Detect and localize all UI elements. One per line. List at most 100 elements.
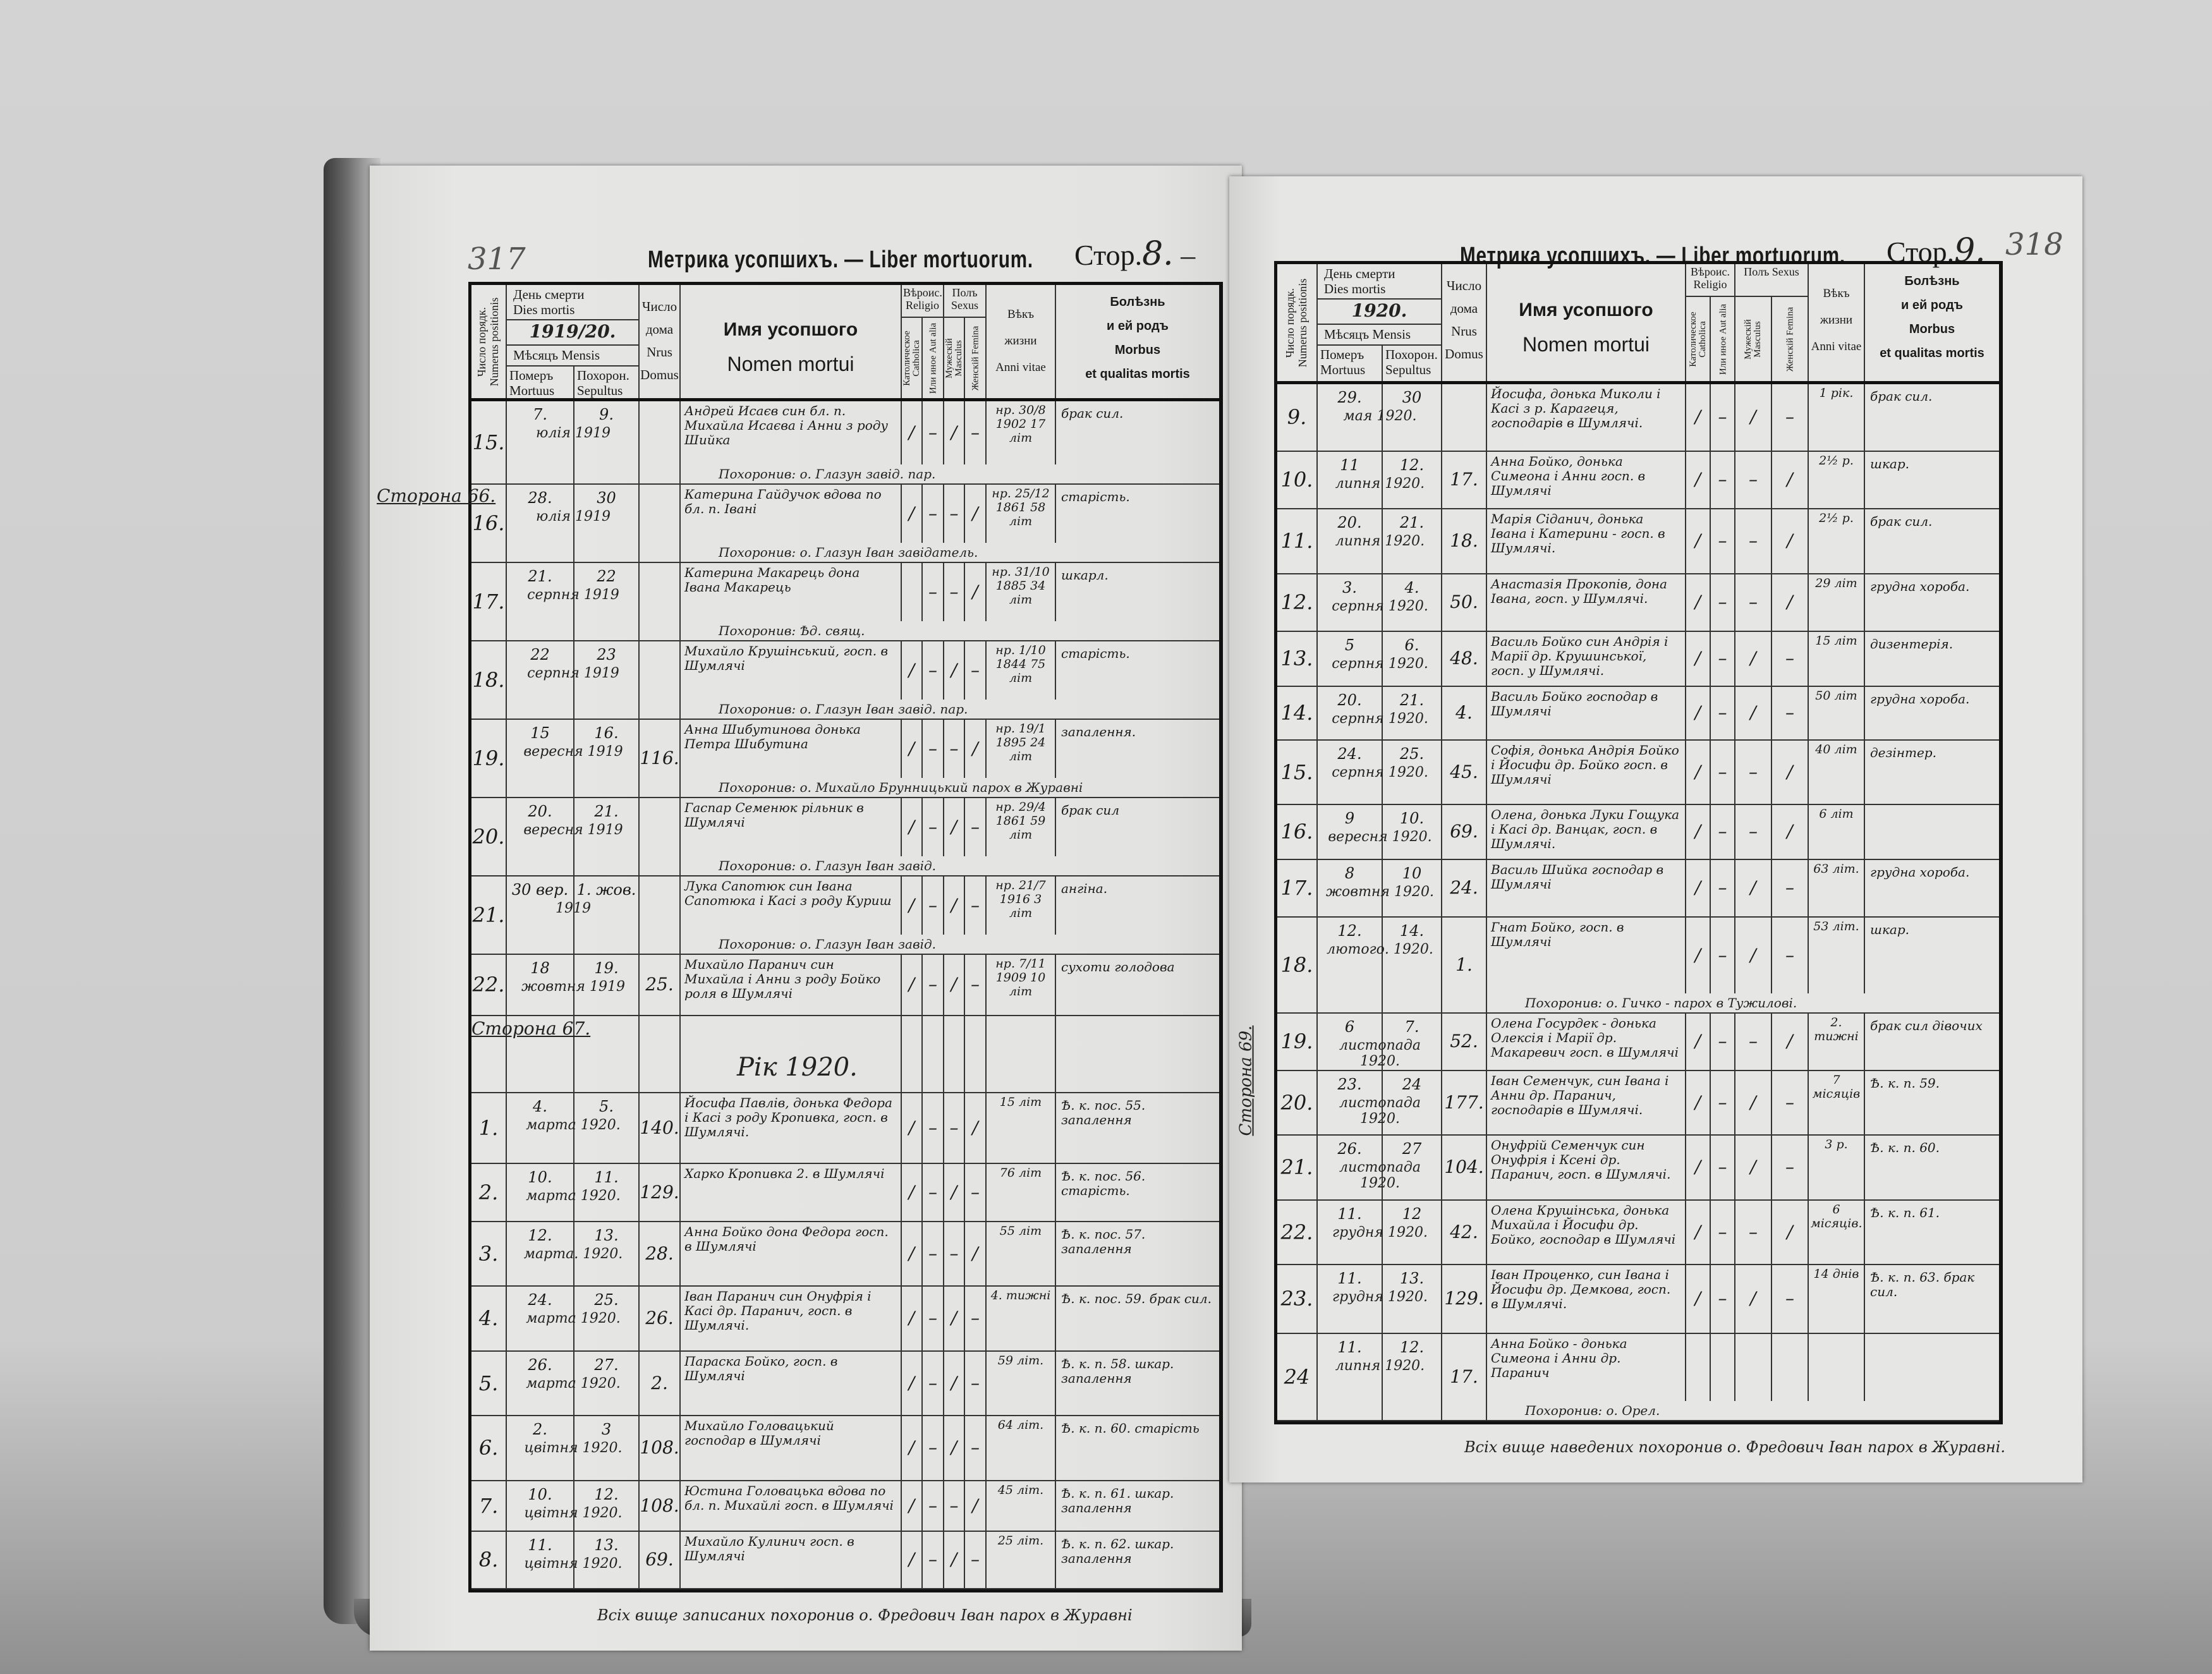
death-month-year: грудня 1920. [1332,1225,1428,1240]
burial-day: 23 [574,641,640,719]
cause-of-death: дезінтер. [1870,745,1936,760]
house-number: 1. [1442,918,1487,1012]
sex-male-mark: / [944,798,965,856]
burial-day: 1. жов. [574,876,640,954]
death-month-year: марта. 1920. [523,1246,623,1262]
burial-day: 24 [1383,1071,1442,1134]
burial-day: 27. [574,1352,640,1415]
burial-day: 3 [574,1416,640,1480]
entry-number: 15. [471,401,507,483]
deceased-name: Анна Бойко, донька Симеона і Анни госп. … [1487,452,1686,508]
header-religio: Вѣроис. Religio Католическое Catholica Или… [1686,264,1735,381]
age [987,1016,1056,1092]
header-age-line: жизни [1004,334,1037,348]
header-domus: Число дома Nrus Domus [640,285,681,398]
religion-catholic-mark: / [1686,741,1711,804]
deceased-name: Юстина Головацька вдова по бл. п. Михайл… [681,1481,902,1531]
header-masculus-label: Мужескій Masculus [1743,318,1763,360]
religion-other-mark: – [923,1287,944,1350]
sex-male-mark: – [1735,509,1772,573]
burial-day: 30 [574,485,640,562]
death-month-year: грудня 1920. [1332,1289,1428,1305]
death-day: 24. [507,1287,574,1350]
sex-female-mark: – [965,1416,987,1480]
age: 63 літ. [1809,860,1865,916]
header-morbus-line: et qualitas mortis [1880,346,1984,360]
header-alia-label: Или иное Aut alia [1718,303,1728,375]
house-number [640,1016,681,1092]
header-number-ru: Число порядк. [1284,288,1297,358]
age: 76 літ [987,1164,1056,1221]
entry-number: 1. [471,1093,507,1163]
header-morbus-line: и ей родъ [1900,298,1963,312]
death-day: 20. [1318,687,1383,739]
header-alia: Или иное Aut alia [923,318,944,398]
religion-other-mark: – [923,798,944,856]
religion-catholic-mark: / [1686,574,1711,631]
footer-note: Всіх вище наведених похоронив о. Фредови… [1464,1438,2005,1456]
entry-number: 22. [471,955,507,1015]
margin-note-side-66: Сторона 66. [377,485,496,506]
death-month-year: юлія 1919 [536,509,611,525]
sex-female-mark [965,1016,987,1092]
house-number [640,563,681,640]
header-sexus-title: Полъ Sexus [944,285,985,318]
age: нр. 29/4 1861 59 літ [987,798,1056,856]
header-age-line: Anni vitae [995,360,1046,374]
entry-number: 19. [1277,1014,1318,1070]
table-row: 7. 10. 12. 108. Юстина Головацька вдова по б… [471,1481,1219,1532]
table-row: 6. 2. 3 108. Михайло Головацький господар в … [471,1416,1219,1481]
deceased-name: Михайло Кулинич госп. в Шумлячі [681,1532,902,1588]
entry-number: 22. [1277,1201,1318,1264]
death-month-year: липня 1920. [1335,476,1425,492]
death-month-year: серпня 1920. [1332,598,1428,614]
house-number: 25. [640,955,681,1015]
age: 45 літ. [987,1481,1056,1531]
header-domus-line: Число [641,299,678,314]
cause-of-death: Ѣ. к. п. 60. старість [1061,1421,1200,1436]
religion-catholic-mark [902,1016,923,1092]
header-number-lat: Numerus positionis [1296,278,1309,367]
deceased-name: Михайло Головацький господар в Шумлячі [681,1416,902,1480]
religion-catholic-mark: / [1686,860,1711,916]
death-day: 29. [1318,384,1383,451]
entry-number: 15. [1277,741,1318,804]
header-domus-line: Domus [640,367,679,383]
header-name: Имя усопшого Nomen mortui [681,285,902,398]
header-catholica: Католическое Catholica [902,318,923,398]
table-row: 21. 26. 27 104. Онуфрій Семенчук син Онуфрія… [1277,1136,1999,1201]
sex-female-mark: – [965,401,987,464]
header-masculus-label: Мужескій Masculus [944,337,964,379]
deceased-name: Харко Кропивка 2. в Шумлячі [681,1164,902,1221]
death-month-year: лютого. 1920. [1327,942,1433,957]
entry-number: 5. [471,1352,507,1415]
cause-of-death: Ѣ. к. п. 63. брак сил. [1870,1270,1975,1299]
sex-male-mark: – [1735,1201,1772,1264]
deceased-name: Марія Сіданич, донька Івана і Катерини -… [1487,509,1686,573]
deceased-name: Іван Паранич син Онуфрія і Касі др. Пара… [681,1287,902,1350]
deceased-name: Софія, донька Андрія Бойко і Йосифи др. … [1487,741,1686,804]
burial-day: 21. [574,798,640,875]
header-morbus-line: et qualitas mortis [1085,367,1190,381]
entry-number: 23. [1277,1265,1318,1333]
header-age-line: Вѣкъ [1007,308,1035,321]
entry-number: 2. [471,1164,507,1221]
entry-number: 6. [471,1416,507,1480]
house-number: 17. [1442,1334,1487,1420]
header-domus-line: дома [645,322,674,337]
entry-number: 24 [1277,1334,1318,1420]
sex-male-mark [944,1016,965,1092]
sex-male-mark: / [1735,384,1772,451]
age: 15 літ [1809,632,1865,686]
death-day: 8 [1318,860,1383,916]
page-title: Метрика усопшихъ. — Liber mortuorum. [648,246,1033,273]
deceased-name: Анастазія Прокопів, дона Івана, госп. у … [1487,574,1686,631]
religion-catholic-mark: / [1686,687,1711,739]
death-day: 24. [1318,741,1383,804]
burial-note: Похоронив: о. Гичко - парох в Тужилові. [1525,995,1797,1010]
sex-male-mark: / [1735,632,1772,686]
sex-female-mark: – [965,1532,987,1588]
cause-of-death: брак сил. [1870,514,1933,529]
age: нр. 30/8 1902 17 літ [987,401,1056,464]
death-day: 5 [1318,632,1383,686]
